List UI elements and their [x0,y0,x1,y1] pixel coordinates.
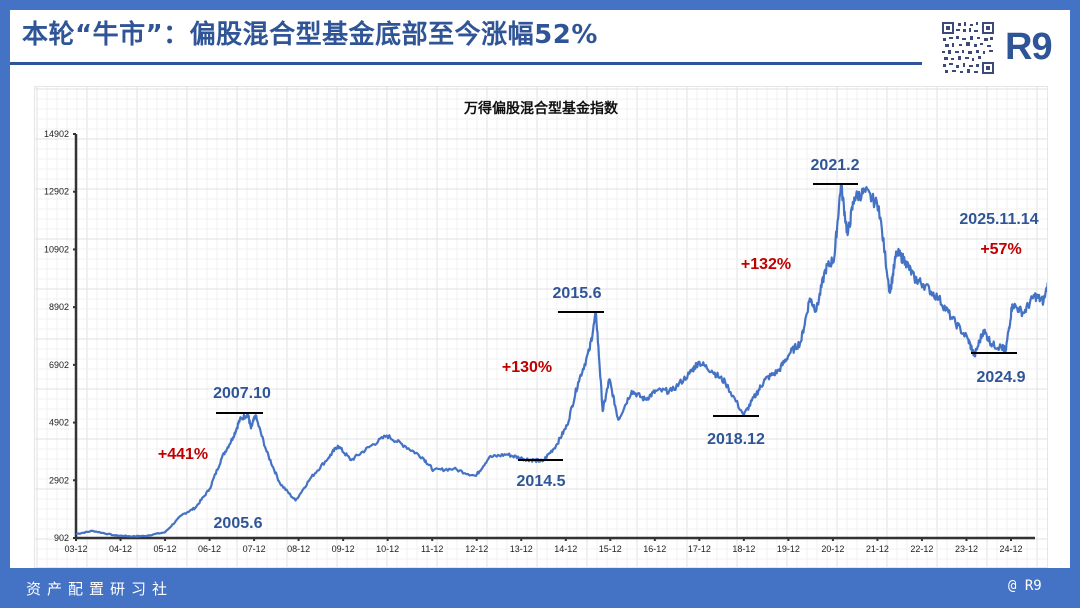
svg-text:10902: 10902 [44,244,69,254]
qr-code-icon [940,20,996,76]
svg-text:12-12: 12-12 [465,544,488,554]
date-annotation: 2025.11.14 [959,211,1038,228]
chart-area: 万得偏股混合型基金指数 902 2902 4902 6902 8902 10902 12902… [34,86,1055,568]
line-chart: 万得偏股混合型基金指数 902 2902 4902 6902 8902 10902 12902… [35,87,1055,567]
gain-annotation: +441% [158,446,208,463]
svg-text:10-12: 10-12 [376,544,399,554]
gain-annotation: +57% [980,241,1021,258]
chart-title: 万得偏股混合型基金指数 [463,100,619,116]
svg-text:15-12: 15-12 [599,544,622,554]
svg-text:11-12: 11-12 [421,544,443,554]
svg-text:16-12: 16-12 [643,544,666,554]
svg-text:08-12: 08-12 [287,544,310,554]
svg-text:22-12: 22-12 [910,544,933,554]
svg-text:14-12: 14-12 [554,544,577,554]
footer-brand: @ R9 [1008,578,1042,594]
gain-annotation: +130% [502,359,552,376]
date-annotation: 2015.6 [553,285,602,302]
svg-text:23-12: 23-12 [955,544,978,554]
date-annotation: 2005.6 [214,515,263,532]
date-annotation: 2014.5 [517,473,566,490]
gain-annotation: +132% [741,256,791,273]
title-underline [10,62,922,65]
svg-text:05-12: 05-12 [154,544,177,554]
date-annotation: 2024.9 [977,369,1026,386]
svg-text:19-12: 19-12 [777,544,800,554]
svg-text:2902: 2902 [49,475,69,485]
svg-text:18-12: 18-12 [732,544,755,554]
svg-text:20-12: 20-12 [821,544,844,554]
svg-text:4902: 4902 [49,418,69,428]
page-title: 本轮“牛市”：偏股混合型基金底部至今涨幅52% [22,20,598,50]
svg-text:8902: 8902 [49,302,69,312]
index-line [75,182,1055,538]
svg-text:21-12: 21-12 [866,544,889,554]
footer-org-name: 资产配置研习社 [26,580,174,598]
svg-text:03-12: 03-12 [64,544,87,554]
svg-text:6902: 6902 [49,360,69,370]
svg-text:24-12: 24-12 [999,544,1022,554]
date-annotation: 2018.12 [707,431,765,448]
svg-text:09-12: 09-12 [332,544,355,554]
svg-text:13-12: 13-12 [510,544,533,554]
svg-text:07-12: 07-12 [243,544,266,554]
brand-logo: R9 [1005,26,1053,68]
date-annotation: 2007.10 [213,385,271,402]
svg-text:04-12: 04-12 [109,544,132,554]
svg-text:17-12: 17-12 [688,544,711,554]
svg-text:06-12: 06-12 [198,544,221,554]
svg-text:902: 902 [54,533,69,543]
date-annotation: 2021.2 [811,157,860,174]
svg-text:14902: 14902 [44,129,69,139]
svg-text:12902: 12902 [44,187,69,197]
